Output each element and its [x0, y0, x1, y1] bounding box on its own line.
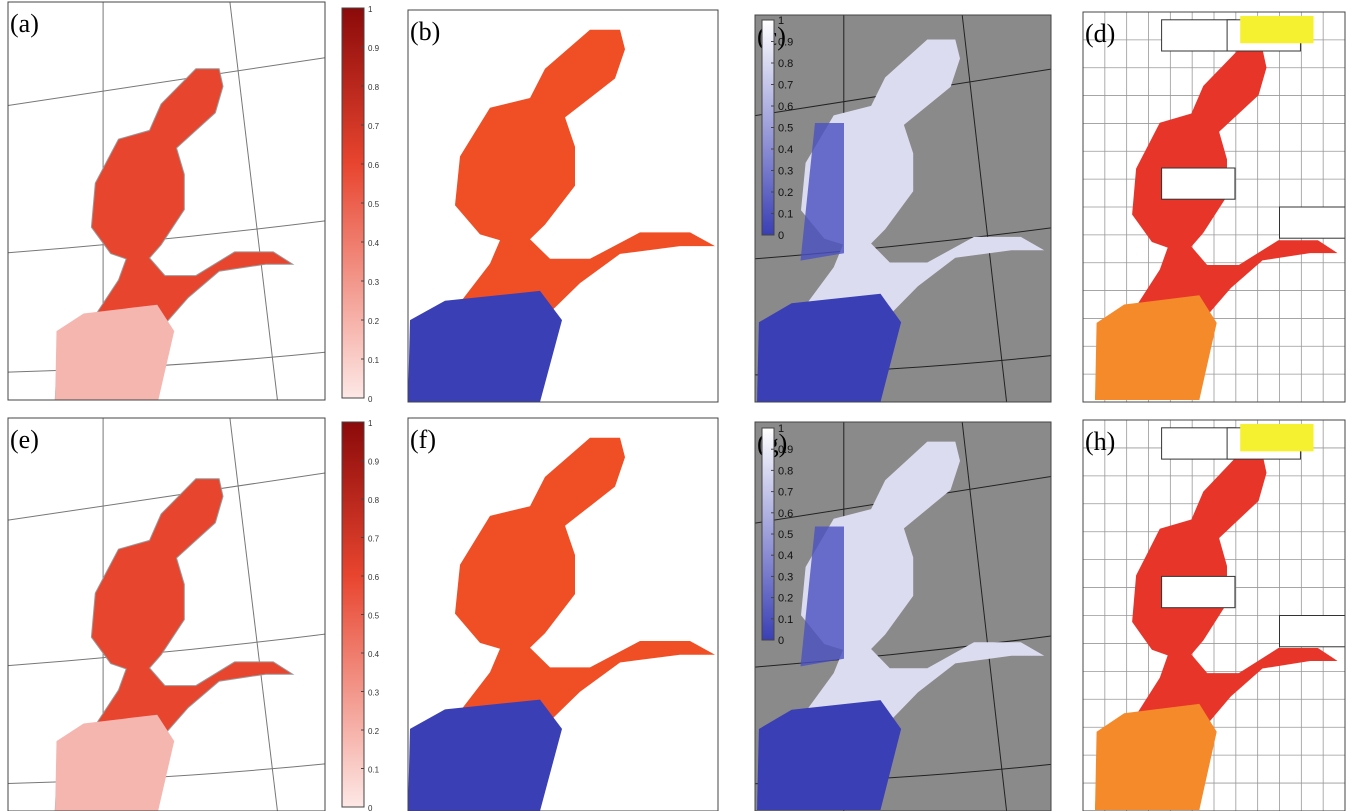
- colorbar-tick-label: 0.6: [778, 101, 793, 113]
- colorbar-tick-label: 0.6: [778, 508, 793, 520]
- colorbar-tick-label: 0.7: [368, 122, 380, 131]
- colorbar-tick-label: 0.4: [368, 239, 380, 248]
- panel-label: (a): [10, 9, 39, 38]
- colorbar-tick-label: 0.1: [368, 766, 380, 775]
- colorbar-tick-label: 0.2: [778, 593, 793, 605]
- colorbar-tick-label: 0.2: [778, 187, 793, 199]
- panel-label: (b): [410, 17, 440, 46]
- colorbar-tick-label: 0.2: [368, 317, 380, 326]
- colorbar-tick-label: 0.9: [368, 458, 380, 467]
- colorbar-tick-label: 0.5: [368, 200, 380, 209]
- colorbar-tick-label: 0.8: [778, 465, 793, 477]
- colorbar-tick-label: 1: [368, 419, 373, 428]
- panel: (f): [408, 418, 718, 811]
- colorbar-tick-label: 0.3: [368, 689, 380, 698]
- colorbar-tick-label: 0: [368, 395, 373, 404]
- colorbar: [342, 422, 364, 807]
- panel: (c)00.10.20.30.40.50.60.70.80.91: [755, 15, 1051, 402]
- colorbar-tick-label: 0.3: [368, 278, 380, 287]
- colorbar-tick-label: 0.1: [778, 614, 793, 626]
- map: [755, 422, 1051, 811]
- colorbar-tick-label: 0.8: [368, 83, 380, 92]
- colorbar-tick-label: 1: [778, 15, 784, 27]
- panel: (e) 0 0.1 0.2 0.3 0.4 0.5 0.6 0.7 0.8 0.9 1: [8, 418, 380, 811]
- colorbar-tick-label: 0: [368, 804, 373, 811]
- panel: (h): [1083, 420, 1351, 811]
- chart-box: [1162, 168, 1235, 199]
- colorbar-tick-label: 0.8: [778, 58, 793, 70]
- panel: (b): [408, 10, 718, 402]
- colorbar-tick-label: 0.6: [368, 161, 380, 170]
- colorbar-tick-label: 0.5: [778, 529, 793, 541]
- colorbar-tick-label: 0.9: [778, 37, 793, 49]
- panel-label: (h): [1085, 427, 1115, 456]
- colorbar-tick-label: 0.1: [368, 356, 380, 365]
- chart-legend: [1240, 16, 1313, 43]
- chart-box: [1280, 616, 1351, 647]
- chart-box: [1162, 576, 1235, 607]
- colorbar-tick-label: 0.3: [778, 166, 793, 178]
- colorbar-tick-label: 0.3: [778, 571, 793, 583]
- colorbar-tick-label: 0: [778, 635, 784, 647]
- colorbar-tick-label: 0.9: [778, 444, 793, 456]
- map: [1083, 12, 1351, 402]
- panel: (g)00.10.20.30.40.50.60.70.80.91: [755, 422, 1051, 811]
- map: [408, 418, 718, 811]
- colorbar-tick-label: 0.4: [778, 144, 793, 156]
- colorbar-tick-label: 0.8: [368, 496, 380, 505]
- map: [755, 15, 1051, 402]
- map: [1083, 420, 1351, 811]
- colorbar-tick-label: 0.7: [368, 535, 380, 544]
- colorbar-tick-label: 0.1: [778, 209, 793, 221]
- chart-box: [1162, 428, 1235, 459]
- panel: (d): [1083, 12, 1351, 402]
- colorbar-tick-label: 0: [778, 230, 784, 242]
- colorbar-tick-label: 0.7: [778, 487, 793, 499]
- figure: (a)00.10.20.30.40.50.60.70.80.91(b)(c)00…: [0, 0, 1351, 811]
- map: [8, 418, 325, 811]
- colorbar-tick-label: 0.4: [778, 550, 793, 562]
- colorbar: [342, 8, 364, 398]
- colorbar-tick-label: 0.2: [368, 727, 380, 736]
- panel-label: (d): [1085, 19, 1115, 48]
- colorbar-tick-label: 1: [368, 5, 373, 14]
- colorbar-tick-label: 1: [778, 423, 784, 435]
- chart-box: [1162, 20, 1235, 51]
- colorbar-tick-label: 0.5: [778, 123, 793, 135]
- panel-label: (f): [410, 425, 436, 454]
- colorbar-tick-label: 0.9: [368, 44, 380, 53]
- map: [408, 10, 718, 402]
- map: [8, 2, 325, 405]
- colorbar-tick-label: 0.7: [778, 80, 793, 92]
- panel: (a) 0 0.1 0.2 0.3 0.4 0.5 0.6 0.7 0.8 0.9 1: [8, 2, 380, 405]
- colorbar-tick-label: 0.6: [368, 573, 380, 582]
- colorbar-tick-label: 0.4: [368, 650, 380, 659]
- chart-legend: [1240, 424, 1313, 451]
- chart-box: [1280, 207, 1351, 238]
- panel-label: (e): [10, 425, 39, 454]
- colorbar-tick-label: 0.5: [368, 612, 380, 621]
